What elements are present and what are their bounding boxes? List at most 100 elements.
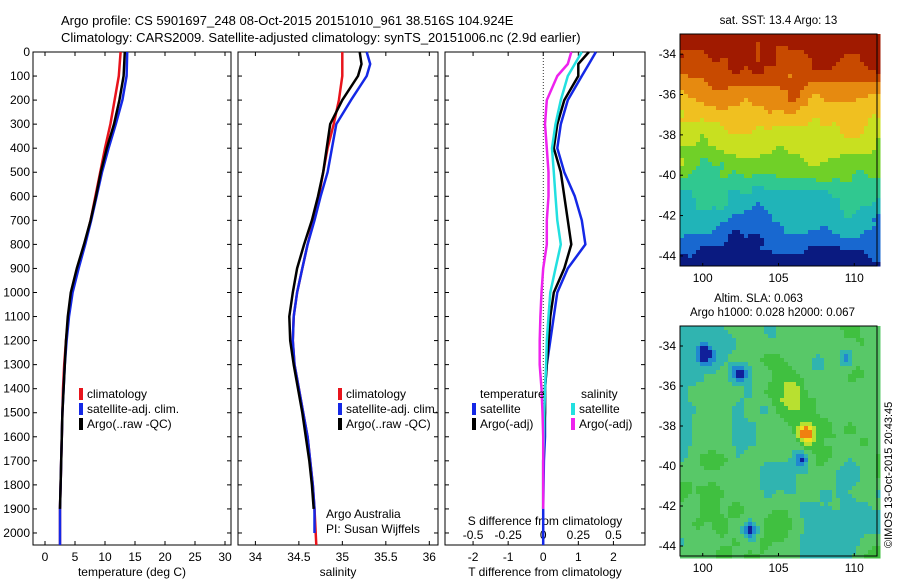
map-cell (784, 238, 789, 243)
map-cell (772, 426, 777, 431)
map-cell (760, 466, 765, 471)
map-cell (756, 262, 761, 267)
map-cell (816, 186, 821, 191)
legend-label: climatology (346, 387, 406, 401)
map-cell (848, 342, 853, 347)
map-cell (680, 82, 685, 87)
map-cell (864, 38, 869, 43)
map-cell (876, 406, 881, 411)
map-cell (764, 262, 769, 267)
map-cell (728, 454, 733, 459)
map-cell (872, 50, 877, 55)
map-cell (716, 218, 721, 223)
map-cell (764, 106, 769, 111)
map-cell (776, 182, 781, 187)
y-tick-label: 2000 (3, 526, 30, 540)
map-cell (792, 210, 797, 215)
map-cell (868, 118, 873, 123)
map-cell (840, 34, 845, 39)
map-cell (748, 394, 753, 399)
map-cell (864, 82, 869, 87)
map-cell (732, 142, 737, 147)
map-cell (856, 334, 861, 339)
map-cell (844, 462, 849, 467)
map-cell (864, 442, 869, 447)
map-cell (780, 398, 785, 403)
map-cell (740, 198, 745, 203)
map-cell (796, 334, 801, 339)
map-cell (760, 386, 765, 391)
map-cell (740, 50, 745, 55)
map-cell (860, 90, 865, 95)
map-cell (836, 370, 841, 375)
map-cell (860, 98, 865, 103)
map-cell (800, 414, 805, 419)
map-cell (872, 250, 877, 255)
map-cell (832, 206, 837, 211)
map-cell (728, 446, 733, 451)
map-cell (748, 246, 753, 251)
map-cell (736, 378, 741, 383)
map-cell (720, 362, 725, 367)
map-cell (704, 394, 709, 399)
map-cell (736, 254, 741, 259)
map-cell (688, 350, 693, 355)
map-cell (756, 162, 761, 167)
map-cell (788, 62, 793, 67)
map-cell (864, 398, 869, 403)
map-cell (820, 370, 825, 375)
map-cell (768, 190, 773, 195)
map-cell (692, 86, 697, 91)
map-cell (804, 130, 809, 135)
map-cell (732, 70, 737, 75)
map-cell (744, 178, 749, 183)
x-tick-label: -2 (468, 550, 479, 564)
map-cell (800, 118, 805, 123)
map-cell (864, 214, 869, 219)
map-cell (684, 162, 689, 167)
map-cell (856, 406, 861, 411)
map-cell (796, 354, 801, 359)
map-cell (680, 142, 685, 147)
map-cell (708, 238, 713, 243)
map-cell (768, 386, 773, 391)
map-cell (716, 166, 721, 171)
map-cell (816, 234, 821, 239)
map-cell (748, 102, 753, 107)
map-cell (764, 238, 769, 243)
map-cell (800, 370, 805, 375)
map-cell (864, 74, 869, 79)
map-cell (788, 426, 793, 431)
map-cell (856, 98, 861, 103)
map-cell (708, 350, 713, 355)
map-cell (704, 390, 709, 395)
map-cell (764, 110, 769, 115)
map-cell (784, 346, 789, 351)
map-cell (716, 50, 721, 55)
map-cell (704, 326, 709, 331)
map-cell (780, 450, 785, 455)
map-cell (796, 162, 801, 167)
map-cell (784, 114, 789, 119)
map-cell (696, 106, 701, 111)
map-cell (872, 458, 877, 463)
map-cell (708, 446, 713, 451)
map-cell (828, 454, 833, 459)
map-cell (812, 218, 817, 223)
map-cell (732, 338, 737, 343)
map-cell (792, 218, 797, 223)
map-cell (824, 190, 829, 195)
map-cell (756, 362, 761, 367)
map-cell (724, 230, 729, 235)
map-cell (772, 234, 777, 239)
map-cell (704, 46, 709, 51)
map-cell (708, 370, 713, 375)
map-cell (804, 390, 809, 395)
map-cell (840, 350, 845, 355)
map-cell (732, 126, 737, 131)
map-cell (776, 86, 781, 91)
map-cell (764, 210, 769, 215)
map-cell (812, 450, 817, 455)
map-cell (868, 162, 873, 167)
map-cell (728, 330, 733, 335)
